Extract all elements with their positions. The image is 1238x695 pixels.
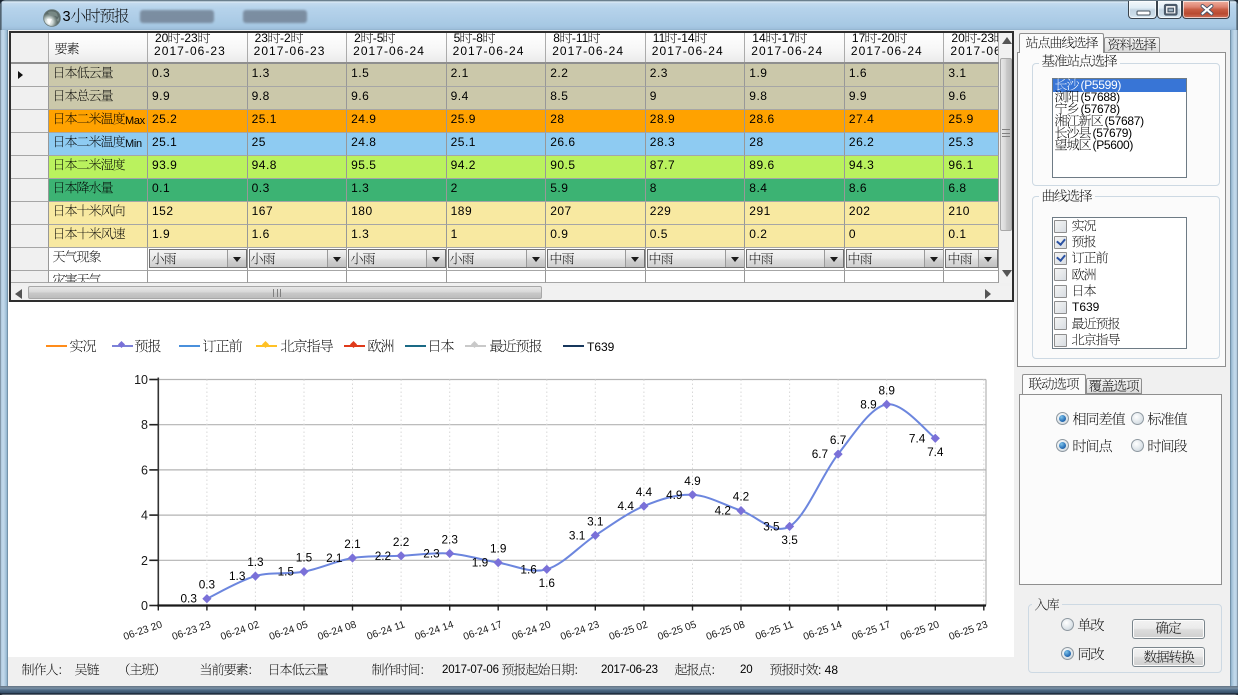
svg-text:1.3: 1.3 <box>247 555 264 569</box>
svg-text:2.1: 2.1 <box>326 551 342 565</box>
svg-text:06-25 20: 06-25 20 <box>899 619 941 643</box>
svg-text:0.3: 0.3 <box>199 578 216 592</box>
svg-text:3.5: 3.5 <box>781 533 798 547</box>
svg-text:1.5: 1.5 <box>296 551 313 565</box>
svg-text:1.6: 1.6 <box>539 576 556 590</box>
svg-text:2.2: 2.2 <box>393 535 409 549</box>
svg-text:06-25 14: 06-25 14 <box>802 619 844 643</box>
svg-text:8.9: 8.9 <box>860 397 876 411</box>
svg-text:1.9: 1.9 <box>490 542 506 556</box>
svg-text:06-24 11: 06-24 11 <box>366 619 407 642</box>
svg-text:06-24 23: 06-24 23 <box>559 619 601 643</box>
svg-text:2: 2 <box>141 554 148 568</box>
svg-text:06-24 05: 06-24 05 <box>268 619 310 643</box>
svg-text:8: 8 <box>141 418 148 432</box>
svg-text:0.3: 0.3 <box>180 592 197 606</box>
svg-text:2.1: 2.1 <box>344 537 360 551</box>
svg-text:3.1: 3.1 <box>587 514 603 528</box>
svg-text:06-23 23: 06-23 23 <box>171 619 213 643</box>
svg-text:1.3: 1.3 <box>229 569 246 583</box>
svg-text:06-23 20: 06-23 20 <box>122 619 164 643</box>
svg-text:4.4: 4.4 <box>636 485 653 499</box>
svg-text:06-24 20: 06-24 20 <box>511 619 553 643</box>
svg-text:4.9: 4.9 <box>684 474 700 488</box>
svg-text:06-24 14: 06-24 14 <box>414 619 456 643</box>
svg-text:6: 6 <box>141 463 148 477</box>
svg-text:2.3: 2.3 <box>423 547 440 561</box>
svg-text:4.9: 4.9 <box>666 488 682 502</box>
svg-text:06-25 08: 06-25 08 <box>705 619 747 643</box>
svg-text:06-25 23: 06-25 23 <box>948 619 990 643</box>
svg-text:0: 0 <box>141 599 148 613</box>
svg-text:06-25 17: 06-25 17 <box>851 619 893 643</box>
svg-text:2.3: 2.3 <box>441 533 458 547</box>
svg-text:8.9: 8.9 <box>878 383 894 397</box>
svg-text:10: 10 <box>134 373 148 387</box>
svg-text:3.1: 3.1 <box>569 528 585 542</box>
svg-text:3.5: 3.5 <box>763 519 780 533</box>
svg-text:1.9: 1.9 <box>472 556 488 570</box>
svg-text:06-24 17: 06-24 17 <box>462 619 504 643</box>
svg-text:06-25 05: 06-25 05 <box>656 619 698 643</box>
svg-text:06-24 02: 06-24 02 <box>219 619 261 643</box>
svg-text:06-25 02: 06-25 02 <box>608 619 650 643</box>
svg-text:4: 4 <box>141 509 148 523</box>
svg-text:4.2: 4.2 <box>733 490 749 504</box>
svg-text:4.2: 4.2 <box>715 504 731 518</box>
svg-text:4.4: 4.4 <box>617 499 634 513</box>
svg-text:06-24 08: 06-24 08 <box>316 619 358 643</box>
svg-text:7.4: 7.4 <box>909 431 926 445</box>
svg-text:2.2: 2.2 <box>375 549 391 563</box>
svg-text:1.5: 1.5 <box>278 565 295 579</box>
svg-text:7.4: 7.4 <box>927 445 944 459</box>
svg-text:6.7: 6.7 <box>830 433 846 447</box>
svg-text:06-25 11: 06-25 11 <box>754 619 795 642</box>
svg-text:6.7: 6.7 <box>812 447 828 461</box>
svg-text:1.6: 1.6 <box>520 562 537 576</box>
